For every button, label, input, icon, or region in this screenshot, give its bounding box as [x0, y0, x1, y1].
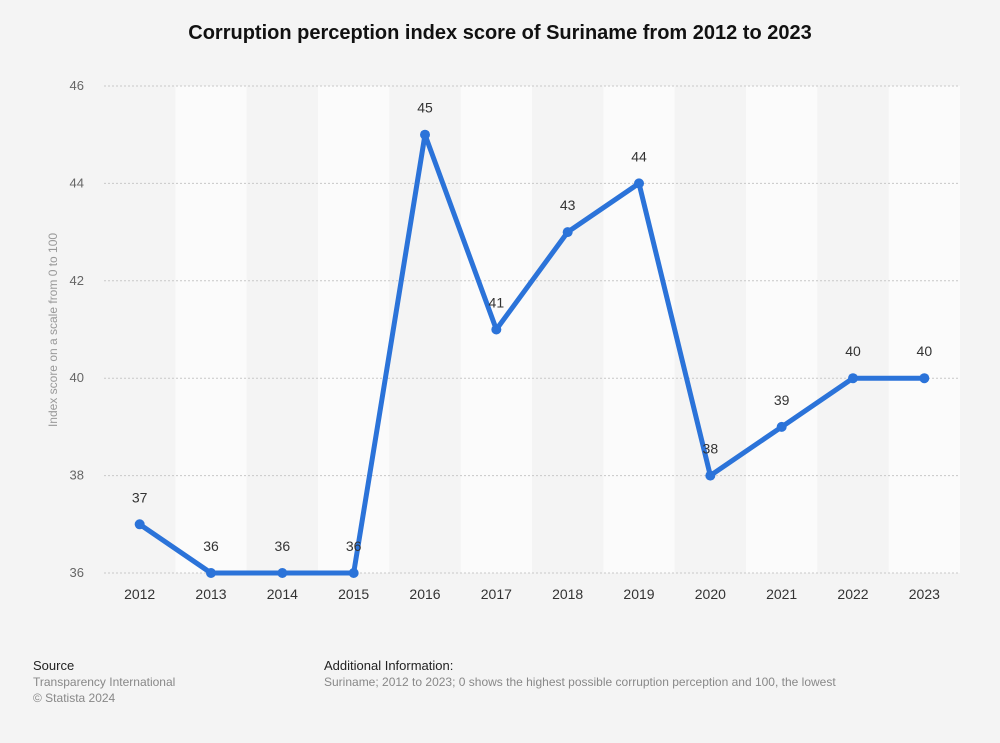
x-tick-label: 2016 — [409, 586, 440, 602]
data-point[interactable] — [634, 178, 644, 189]
data-label: 45 — [417, 100, 433, 116]
x-tick-label: 2015 — [338, 586, 369, 602]
x-tick-label: 2021 — [766, 586, 797, 602]
column-band — [603, 86, 675, 573]
x-tick-label: 2014 — [267, 586, 298, 602]
column-band — [817, 86, 889, 573]
column-band — [532, 86, 604, 573]
additional-info-block: Additional Information: Suriname; 2012 t… — [324, 658, 836, 690]
data-point[interactable] — [776, 421, 787, 432]
data-point[interactable] — [348, 568, 359, 578]
data-label: 43 — [560, 197, 576, 213]
column-band — [318, 86, 390, 573]
data-label: 40 — [917, 343, 933, 359]
y-tick-label: 46 — [70, 78, 84, 93]
data-label: 36 — [346, 538, 362, 554]
data-point[interactable] — [562, 227, 573, 238]
column-band — [389, 86, 461, 573]
data-point[interactable] — [919, 373, 930, 384]
column-bands — [104, 86, 960, 573]
y-axis-ticks: 36 38 40 42 44 46 — [70, 78, 84, 580]
column-band — [888, 86, 960, 573]
series-line-path — [137, 132, 927, 576]
x-tick-label: 2012 — [124, 586, 155, 602]
additional-info-text: Suriname; 2012 to 2023; 0 shows the high… — [324, 675, 836, 689]
series-line — [137, 132, 927, 576]
data-point[interactable] — [206, 568, 216, 578]
data-labels: 37 36 36 36 45 41 43 44 38 39 40 40 — [132, 100, 932, 554]
x-tick-label: 2018 — [552, 586, 583, 602]
data-label: 41 — [489, 295, 505, 311]
data-point[interactable] — [848, 373, 858, 384]
y-axis-label: Index score on a scale from 0 to 100 — [46, 233, 60, 427]
chart-title: Corruption perception index score of Sur… — [188, 22, 812, 44]
data-points — [134, 129, 930, 578]
data-label: 36 — [203, 538, 219, 554]
y-tick-label: 42 — [70, 273, 84, 288]
y-tick-label: 38 — [70, 468, 84, 483]
data-label: 38 — [703, 441, 719, 457]
column-band — [674, 86, 746, 573]
data-label: 44 — [631, 148, 647, 164]
column-band — [246, 86, 318, 573]
y-tick-label: 40 — [70, 370, 84, 385]
source-block: Source Transparency International © Stat… — [33, 658, 175, 706]
source-heading: Source — [33, 658, 75, 673]
y-tick-label: 36 — [70, 565, 84, 580]
x-tick-label: 2017 — [481, 586, 512, 602]
x-tick-label: 2020 — [695, 586, 726, 602]
source-line-1: Transparency International — [33, 675, 176, 689]
data-point[interactable] — [705, 470, 716, 481]
data-point[interactable] — [134, 519, 145, 530]
data-label: 37 — [132, 489, 148, 505]
data-point[interactable] — [420, 129, 430, 140]
data-point[interactable] — [277, 568, 288, 578]
data-label: 36 — [275, 538, 291, 554]
x-tick-label: 2023 — [909, 586, 940, 602]
data-label: 40 — [845, 343, 861, 359]
y-tick-label: 44 — [70, 175, 84, 190]
source-line-2: © Statista 2024 — [33, 691, 116, 705]
column-band — [175, 86, 247, 573]
column-band — [104, 86, 176, 573]
x-axis-ticks: 2012 2013 2014 2015 2016 2017 2018 2019 2020 2021… — [124, 586, 940, 602]
column-band — [746, 86, 818, 573]
additional-info-heading: Additional Information: — [324, 658, 454, 673]
x-tick-label: 2013 — [195, 586, 226, 602]
data-label: 39 — [774, 392, 790, 408]
data-point[interactable] — [491, 324, 502, 335]
x-tick-label: 2022 — [837, 586, 868, 602]
x-tick-label: 2019 — [623, 586, 654, 602]
